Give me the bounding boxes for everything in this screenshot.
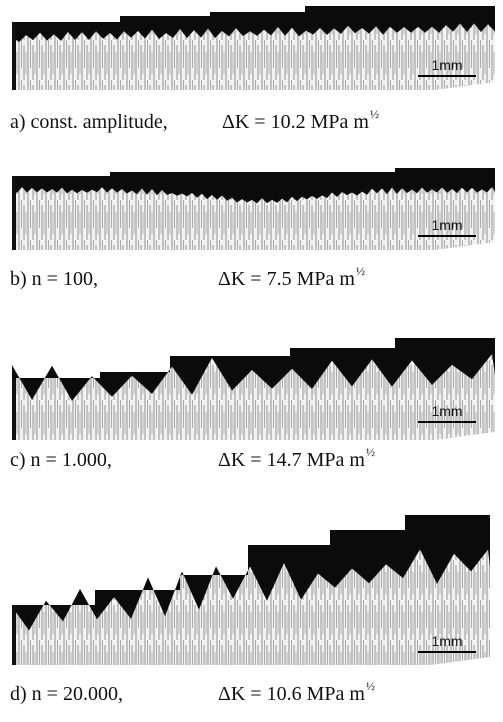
left-edge bbox=[12, 176, 16, 250]
dark-region bbox=[12, 168, 495, 204]
caption-label: d) n = 20.000, bbox=[10, 683, 123, 705]
scale-label: 1mm bbox=[431, 403, 462, 419]
scale-label: 1mm bbox=[431, 57, 462, 73]
fracture-surface bbox=[12, 549, 490, 665]
dark-region bbox=[12, 338, 495, 401]
caption-dk: ΔK = 10.6 MPa m bbox=[218, 683, 365, 705]
caption-label: a) const. amplitude, bbox=[10, 111, 168, 133]
caption-dk: ΔK = 10.2 MPa m bbox=[222, 111, 369, 133]
caption-exponent: ½ bbox=[356, 264, 365, 278]
fracture-surface bbox=[12, 187, 495, 250]
scale-label: 1mm bbox=[431, 217, 462, 233]
left-edge bbox=[12, 605, 16, 665]
left-edge bbox=[12, 22, 16, 90]
dark-region bbox=[12, 6, 495, 43]
scale-label: 1mm bbox=[431, 633, 462, 649]
caption-label: c) n = 1.000, bbox=[10, 449, 112, 471]
caption-exponent: ½ bbox=[366, 679, 375, 693]
fracture-surface bbox=[12, 23, 495, 91]
caption-exponent: ½ bbox=[370, 107, 379, 121]
left-edge bbox=[12, 378, 16, 440]
caption-dk: ΔK = 14.7 MPa m bbox=[218, 449, 365, 471]
caption-exponent: ½ bbox=[366, 445, 375, 459]
caption-label: b) n = 100, bbox=[10, 268, 98, 290]
dark-region bbox=[12, 515, 490, 631]
caption-dk: ΔK = 7.5 MPa m bbox=[218, 268, 355, 290]
fracture-surface bbox=[12, 354, 495, 440]
